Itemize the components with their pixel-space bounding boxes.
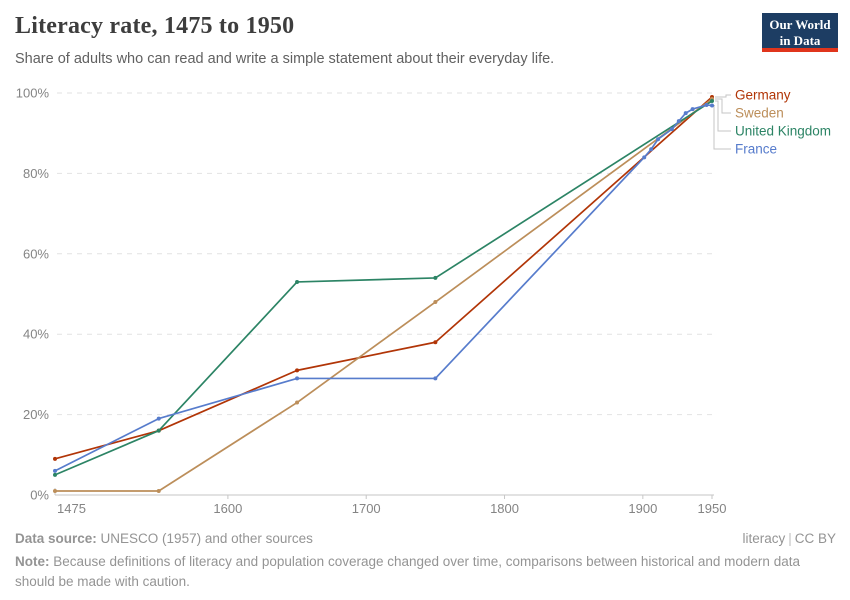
y-tick-label-100: 100% xyxy=(16,86,50,101)
y-tick-label-80: 80% xyxy=(23,166,49,181)
data-source-text: UNESCO (1957) and other sources xyxy=(100,531,313,546)
legend-label-united-kingdom[interactable]: United Kingdom xyxy=(735,124,831,139)
data-point-marker-france xyxy=(669,127,674,132)
y-tick-label-40: 40% xyxy=(23,327,49,342)
x-tick-label-1700: 1700 xyxy=(352,501,381,516)
data-point-marker-united-kingdom xyxy=(433,275,438,280)
x-tick-label-1950: 1950 xyxy=(698,501,727,516)
y-tick-label-60: 60% xyxy=(23,246,49,261)
data-point-marker-united-kingdom xyxy=(156,428,161,433)
data-point-marker-sweden xyxy=(53,488,57,493)
data-point-marker-france xyxy=(710,103,714,108)
data-point-marker-france xyxy=(649,147,654,152)
x-tick-label-1800: 1800 xyxy=(490,501,519,516)
owid-logo-line2: in Data xyxy=(779,32,821,48)
line-chart: 0% 20% 40% 60% 80% 100% 1475 1600 1700 1800 1900 19… xyxy=(16,86,831,517)
series-line-germany xyxy=(54,96,713,460)
note-label: Note: xyxy=(15,554,50,569)
x-tick-label-1900: 1900 xyxy=(628,501,657,516)
legend-label-germany[interactable]: Germany xyxy=(735,88,791,103)
data-point-marker-sweden xyxy=(433,300,438,305)
data-point-marker-france xyxy=(53,468,57,473)
data-source-label: Data source: xyxy=(15,531,97,546)
legend-connector-sweden xyxy=(715,98,731,114)
owid-logo-line1: Our World xyxy=(769,17,831,32)
series-line-united-kingdom xyxy=(54,100,713,476)
legend-label-sweden[interactable]: Sweden xyxy=(735,106,784,121)
y-tick-label-20: 20% xyxy=(23,407,49,422)
owid-logo-red-bar xyxy=(762,48,838,52)
data-point-marker-france xyxy=(704,103,709,108)
data-point-marker-france xyxy=(642,155,647,160)
legend-connector-germany xyxy=(715,94,731,98)
data-point-marker-france xyxy=(433,376,438,381)
data-point-marker-france xyxy=(690,107,695,112)
data-point-marker-sweden xyxy=(295,400,300,405)
license-link[interactable]: CC BY xyxy=(794,531,836,546)
data-point-marker-germany xyxy=(53,456,57,461)
data-point-marker-france xyxy=(656,137,661,142)
legend-connector-united-kingdom xyxy=(715,100,731,132)
x-tick-label-1475: 1475 xyxy=(57,501,86,516)
page-title: Literacy rate, 1475 to 1950 xyxy=(15,13,295,39)
legend-connector-france xyxy=(713,104,731,150)
data-point-marker-united-kingdom xyxy=(53,472,57,477)
y-tick-label-0: 0% xyxy=(30,488,49,503)
x-tick-label-1600: 1600 xyxy=(213,501,242,516)
data-point-marker-germany xyxy=(433,340,438,345)
note-line: Note: Because definitions of literacy an… xyxy=(15,552,821,592)
data-source-line: Data source: UNESCO (1957) and other sou… xyxy=(15,531,313,546)
series-line-france xyxy=(54,104,713,472)
data-point-marker-united-kingdom xyxy=(295,279,300,284)
chart-subtitle: Share of adults who can read and write a… xyxy=(15,51,555,67)
data-point-marker-united-kingdom xyxy=(710,99,714,104)
legend-label-france[interactable]: France xyxy=(735,142,777,157)
data-point-marker-sweden xyxy=(156,488,161,493)
data-point-marker-france xyxy=(683,111,688,116)
license-line: literacy | CC BY xyxy=(742,531,836,546)
data-point-marker-france xyxy=(156,416,161,421)
data-point-marker-france xyxy=(295,376,300,381)
data-point-marker-france xyxy=(676,119,681,124)
owid-logo[interactable]: Our World in Data xyxy=(762,13,838,51)
chart-slug-link[interactable]: literacy xyxy=(742,531,786,546)
license-separator: | xyxy=(788,531,792,546)
note-text: Because definitions of literacy and popu… xyxy=(15,554,800,589)
data-point-marker-germany xyxy=(295,368,300,373)
